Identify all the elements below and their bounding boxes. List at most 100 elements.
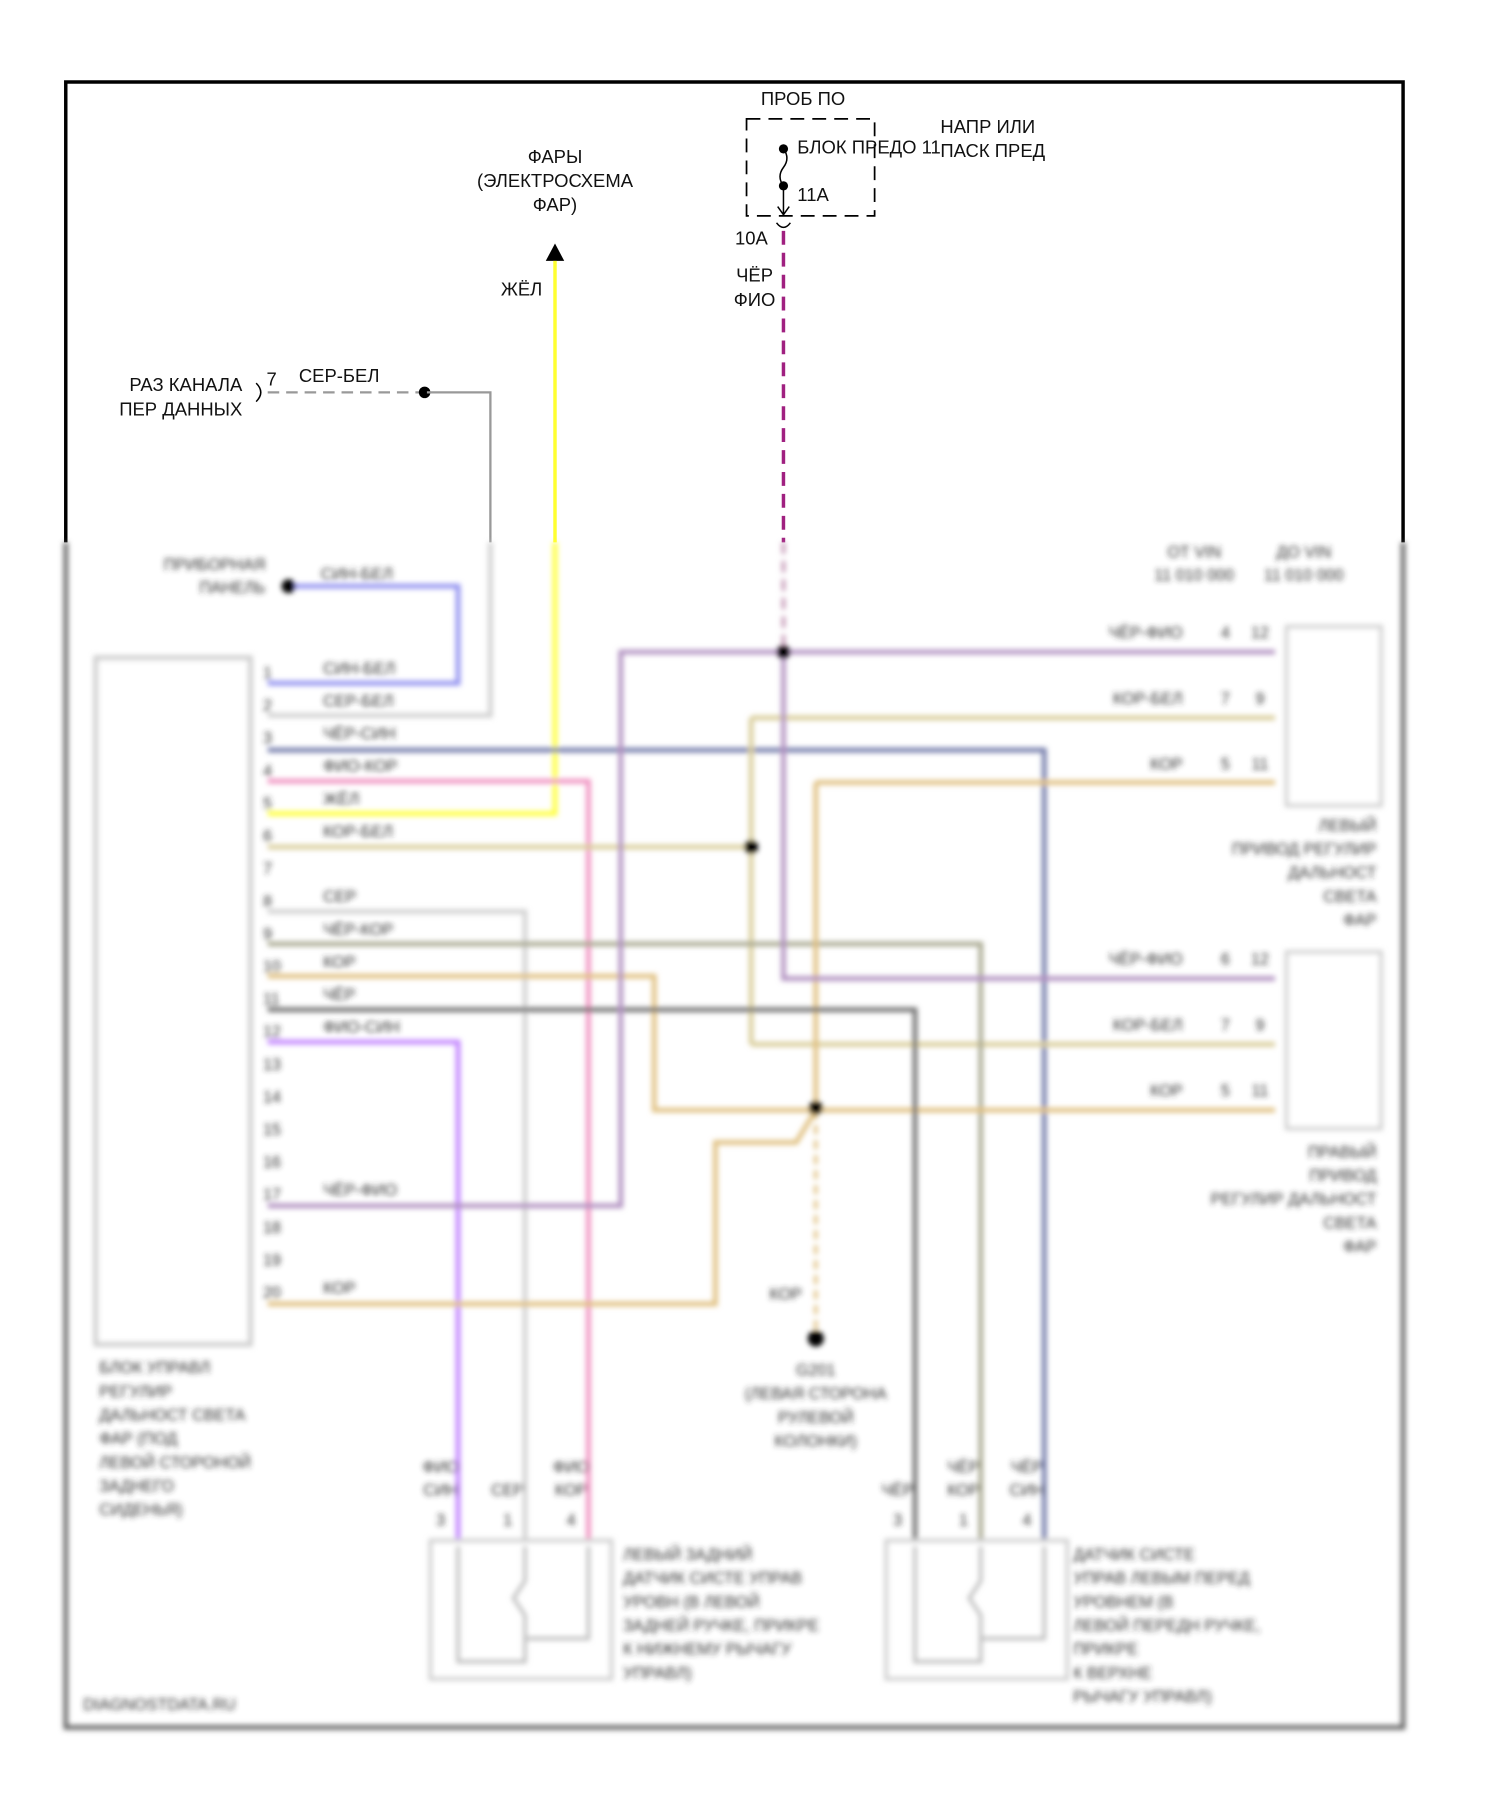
ground-label: G201 [796, 1361, 836, 1379]
sensor-wire-color: ЧЁР [947, 1458, 979, 1476]
fuse-block-side1: НАПР ИЛИ [940, 116, 1035, 137]
actuator-pin: 5 [1221, 1082, 1230, 1100]
sensor-wire-color: КОР [555, 1481, 588, 1499]
ground-label: РУЛЕВОЙ [778, 1408, 854, 1427]
sensor-label: ПРИКРЕ [1073, 1641, 1138, 1659]
control-module-label: РЕГУЛИР [99, 1383, 172, 1401]
actuator-wire-color: КОР-БЕЛ [1113, 690, 1183, 708]
pin-number: 20 [263, 1284, 281, 1302]
pin-wire-color: ЖЁЛ [323, 790, 359, 808]
pin-wire-color: ЧЁР-КОР [323, 921, 393, 939]
pin-number: 13 [263, 1056, 281, 1074]
pin-number: 11 [263, 991, 280, 1009]
sensor-pin: 1 [503, 1511, 512, 1529]
connector-icon [255, 382, 262, 403]
actuator-pin: 11 [1252, 756, 1269, 774]
pin-number: 16 [263, 1154, 281, 1172]
frame-bottom [63, 542, 1406, 1730]
actuator-label: ФАР [1343, 911, 1376, 929]
sensor-pin: 1 [959, 1511, 968, 1529]
pin-wire-color: СЕР-БЕЛ [323, 693, 394, 711]
sensor-label: УПРАВ ЛЕВЫМ ПЕРЕД [1073, 1570, 1250, 1588]
wire-violet [267, 1039, 461, 1541]
pin-number: 1 [263, 665, 272, 683]
vin-note: ДО VIN [1276, 543, 1331, 561]
headlights-label3: ФАР) [533, 194, 577, 215]
watermark: DIAGNOSTDATA.RU [83, 1696, 236, 1714]
fuse-name: БЛОК ПРЕДО 11 [797, 137, 940, 158]
pin-number: 2 [263, 697, 272, 715]
control-module-label: СИДЕНЬЯ) [99, 1501, 183, 1519]
front-sensor-box [884, 1538, 1070, 1681]
wire-gray [267, 909, 528, 1541]
data-link-wire-color: СЕР-БЕЛ [299, 365, 380, 386]
actuator-label: ФАР [1343, 1238, 1376, 1256]
control-module-box [93, 655, 253, 1347]
left-actuator-box [1284, 624, 1383, 808]
ground-label: КОЛОНКИ) [774, 1432, 857, 1450]
control-module-label: БЛОК УПРАВЛ [99, 1359, 210, 1377]
ground-label: (ЛЕВАЯ СТОРОНА [745, 1385, 887, 1403]
actuator-pin: 12 [1251, 951, 1269, 969]
data-link-pin: 7 [267, 368, 277, 389]
sensor-label: УРОВНЕМ (В [1073, 1593, 1173, 1611]
wire-blue [267, 583, 461, 686]
actuator-pin: 7 [1221, 1016, 1230, 1034]
control-module-label: ДАЛЬНОСТ СВЕТА [99, 1406, 245, 1424]
actuator-pin: 9 [1256, 1016, 1265, 1034]
instrument-panel-label1: ПРИБОРНАЯ [164, 556, 266, 574]
wire-brown [267, 780, 1275, 1113]
sensor-wire-color: ЧЁР [1011, 1458, 1043, 1476]
actuator-pin: 5 [1221, 756, 1230, 774]
data-link-label1: РАЗ КАНАЛА [129, 374, 243, 395]
headlights-label1: ФАРЫ [528, 146, 583, 167]
wire-olive [267, 941, 984, 1541]
pin-number: 3 [263, 730, 272, 748]
pin-number: 4 [263, 762, 272, 780]
pin-wire-color: ЧЁР-ФИО [323, 1182, 397, 1200]
pin-number: 15 [263, 1121, 281, 1139]
control-module-label: ЛЕВОЙ СТОРОНОЙ [99, 1453, 251, 1472]
sensor-wire-color: ФИО [553, 1458, 589, 1476]
fuse-block-title: ПРОБ ПО [761, 88, 845, 109]
pin-wire-color: КОР [323, 1279, 356, 1297]
control-module-label: ФАР (ПОД [99, 1430, 177, 1448]
power-wire-color1: ЧЁР [736, 265, 773, 286]
pin-number: 12 [263, 1023, 281, 1041]
sensor-label: РЫЧАГУ УПРАВЛ) [1073, 1688, 1212, 1706]
vin-note: ОТ VIN [1167, 543, 1221, 561]
pin-wire-color: ФИО-СИН [323, 1019, 400, 1037]
pin-wire-color: ЧЁР-СИН [323, 725, 396, 743]
pin-number: 10 [263, 958, 281, 976]
ground-dot [807, 1330, 824, 1347]
actuator-label: ДАЛЬНОСТ [1288, 864, 1377, 882]
connector-label: 10А [735, 228, 769, 249]
power-wire-color2: ФИО [734, 289, 776, 310]
actuator-label: СВЕТА [1323, 888, 1377, 906]
sensor-label: ДАТЧИК СИСТЕ [1073, 1546, 1195, 1564]
pin-wire-color: СЕР [323, 888, 356, 906]
actuator-pin: 9 [1256, 690, 1265, 708]
pin-number: 17 [263, 1186, 281, 1204]
actuator-pin: 12 [1251, 624, 1269, 642]
connector-icon [775, 222, 791, 229]
sensor-pin: 3 [893, 1511, 902, 1529]
pin-number: 7 [263, 860, 272, 878]
actuator-wire-color: КОР-БЕЛ [1113, 1016, 1183, 1034]
actuator-label: СВЕТА [1323, 1214, 1377, 1232]
actuator-pin: 4 [1221, 624, 1230, 642]
fuse-block-box [745, 118, 876, 217]
wire-gray [267, 542, 493, 718]
fuse-block-side2: ПАСК ПРЕД [940, 140, 1045, 161]
sensor-wire-color: ФИО [423, 1458, 459, 1476]
sensor-label: УРОВН (В ЛЕВОЙ [623, 1592, 760, 1611]
fuse-icon [777, 148, 790, 216]
instrument-panel-wire: СИН-БЕЛ [321, 565, 393, 583]
control-module-label: ЗАДНЕГО [99, 1477, 174, 1495]
pin-number: 5 [263, 795, 272, 813]
pin-number: 9 [263, 925, 272, 943]
data-link-wire [426, 391, 492, 543]
sensor-pin: 4 [567, 1511, 576, 1529]
pin-number: 18 [263, 1219, 281, 1237]
